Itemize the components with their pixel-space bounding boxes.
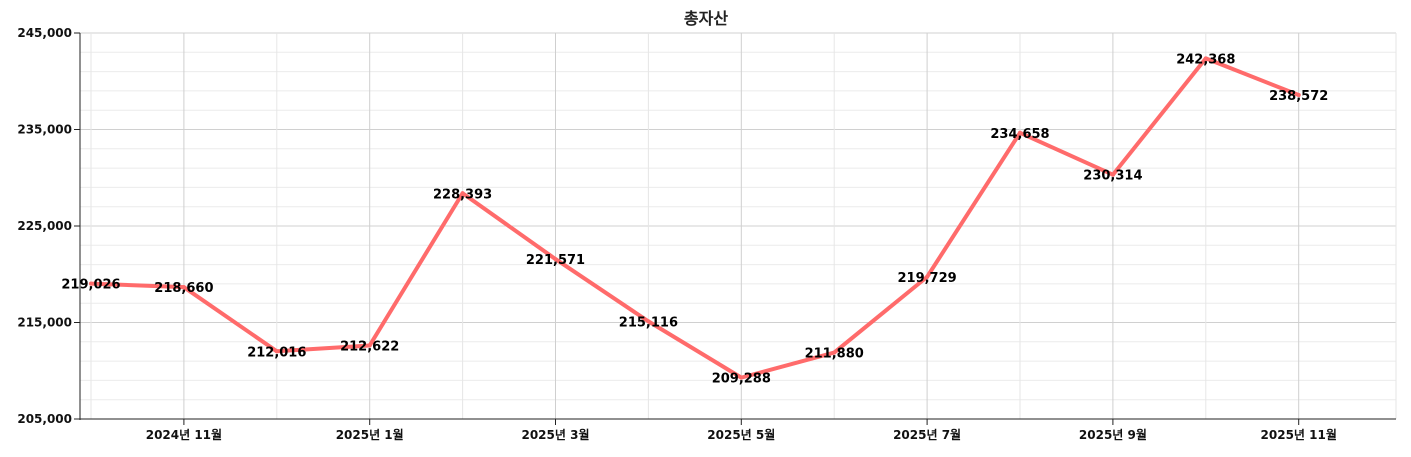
data-point xyxy=(274,349,279,354)
data-label: 230,314 xyxy=(1083,169,1142,184)
data-label: 212,622 xyxy=(340,339,399,354)
data-label: 234,658 xyxy=(990,127,1049,142)
x-tick-label: 2024년 11월 xyxy=(146,427,222,442)
data-label: 211,880 xyxy=(805,347,864,362)
y-tick-label: 215,000 xyxy=(17,316,72,330)
data-point xyxy=(367,343,372,348)
data-point xyxy=(1296,93,1301,98)
data-label: 218,660 xyxy=(154,281,213,296)
data-labels: 219,026 218,660 212,016 212,622 228,393 221,5… xyxy=(61,52,1328,386)
data-point xyxy=(460,191,465,196)
y-tick-label: 225,000 xyxy=(17,219,72,233)
data-point xyxy=(739,375,744,380)
data-point xyxy=(553,257,558,262)
x-tick-label: 2025년 5월 xyxy=(707,427,775,442)
data-point xyxy=(181,285,186,290)
data-label: 215,116 xyxy=(619,315,678,330)
y-tick-label: 235,000 xyxy=(17,123,72,137)
data-label: 219,729 xyxy=(897,271,956,286)
axes: 205,000 215,000 225,000 235,000 245,000 2024년… xyxy=(17,26,1396,442)
data-point xyxy=(646,319,651,324)
grid xyxy=(80,32,1397,420)
series-layer xyxy=(89,56,1301,380)
data-label: 221,571 xyxy=(526,253,585,268)
data-point xyxy=(832,350,837,355)
data-point xyxy=(1110,172,1115,177)
y-tick-label: 245,000 xyxy=(17,26,72,40)
data-label: 212,016 xyxy=(247,345,306,360)
x-tick-label: 2025년 11월 xyxy=(1261,427,1337,442)
y-tick-label: 205,000 xyxy=(17,412,72,426)
x-tick-label: 2025년 3월 xyxy=(521,427,589,442)
chart-title: 총자산 xyxy=(684,9,728,28)
data-label: 228,393 xyxy=(433,187,492,202)
data-label: 219,026 xyxy=(61,278,120,293)
data-point xyxy=(1018,130,1022,135)
x-tick-label: 2025년 9월 xyxy=(1079,427,1147,442)
data-point xyxy=(1203,56,1208,61)
data-label: 238,572 xyxy=(1269,89,1328,104)
data-point xyxy=(925,274,930,279)
x-tick-label: 2025년 7월 xyxy=(893,427,961,442)
x-tick-label: 2025년 1월 xyxy=(336,427,404,442)
data-label: 242,368 xyxy=(1176,52,1235,67)
series-line xyxy=(89,56,1301,380)
data-point xyxy=(89,281,93,286)
data-label: 209,288 xyxy=(712,372,771,387)
